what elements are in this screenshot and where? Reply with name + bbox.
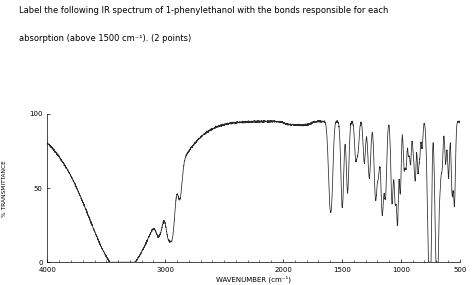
Text: % TRANSMITTANCE: % TRANSMITTANCE <box>2 160 8 217</box>
Text: absorption (above 1500 cm⁻¹). (2 points): absorption (above 1500 cm⁻¹). (2 points) <box>19 34 191 43</box>
Text: Label the following IR spectrum of 1-phenylethanol with the bonds responsible fo: Label the following IR spectrum of 1-phe… <box>19 6 388 15</box>
X-axis label: WAVENUMBER (cm⁻¹): WAVENUMBER (cm⁻¹) <box>216 276 291 283</box>
